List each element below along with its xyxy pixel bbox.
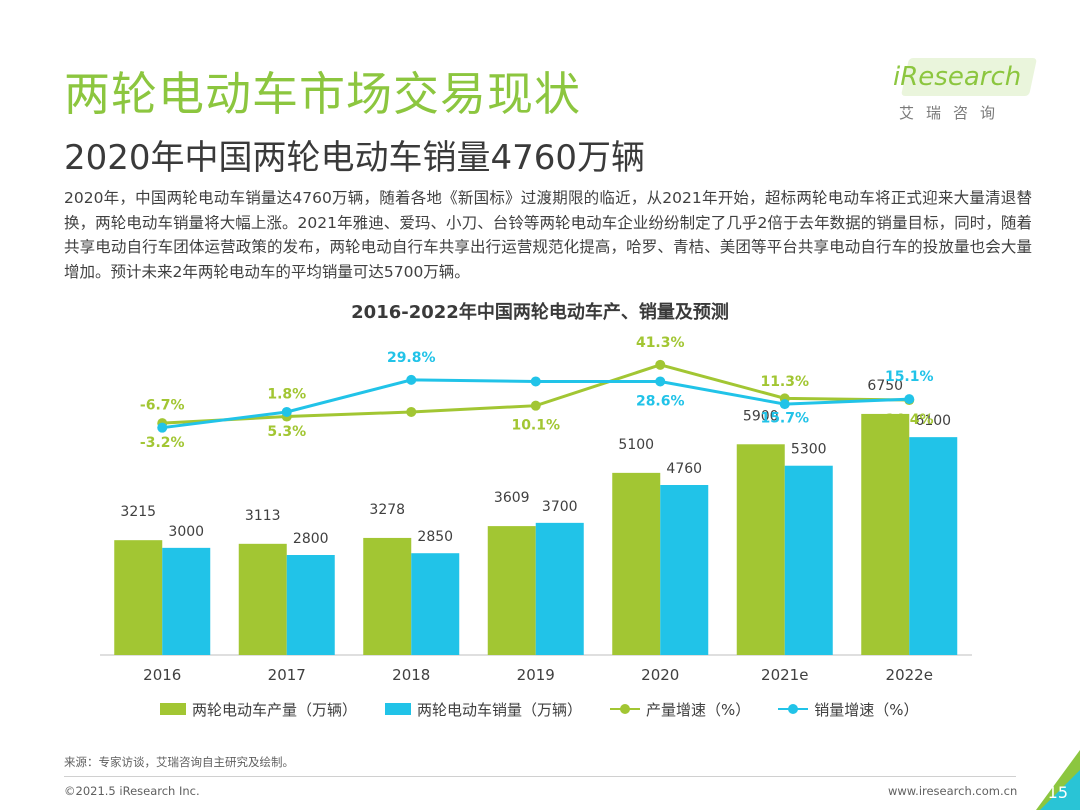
growth-label-1: -3.2% — [140, 435, 185, 451]
legend-swatch-sales-growth — [778, 703, 809, 715]
bar-label-production-2018: 3278 — [369, 502, 405, 518]
sales-growth-point-2018 — [406, 374, 417, 385]
legend-label-production: 两轮电动车产量（万辆） — [192, 700, 358, 719]
sales-growth-point-2016 — [157, 422, 168, 433]
sales-growth-point-2022e — [904, 394, 915, 405]
iresearch-logo: iResearch 艾瑞咨询 — [893, 58, 1038, 124]
bar-label-production-2021e: 5900 — [743, 408, 779, 424]
legend-item-sales: 两轮电动车销量（万辆） — [385, 699, 582, 720]
chart-legend: 两轮电动车产量（万辆） 两轮电动车销量（万辆） 产量增速（%） 销量增速（%） — [160, 698, 960, 720]
footer-divider — [64, 776, 1016, 777]
legend-label-sales-growth: 销量增速（%） — [814, 700, 919, 719]
bar-sales-2017 — [286, 555, 335, 655]
bar-production-2021e — [736, 444, 785, 655]
bar-sales-2018 — [411, 553, 460, 655]
bar-label-sales-2019: 3700 — [542, 499, 578, 515]
bar-label-production-2020: 5100 — [618, 437, 654, 453]
bar-label-production-2016: 3215 — [120, 504, 156, 520]
sales-growth-point-2021e — [779, 399, 790, 410]
legend-label-sales: 两轮电动车销量（万辆） — [417, 700, 583, 719]
x-tick-2017: 2017 — [268, 666, 306, 684]
bar-production-2016 — [114, 540, 163, 655]
growth-label-10: 15.1% — [885, 369, 934, 385]
growth-label-5: 10.1% — [511, 418, 560, 434]
bar-production-2022e — [861, 413, 910, 655]
logo-subtitle: 艾瑞咨询 — [899, 104, 1008, 122]
bar-sales-2022e — [909, 437, 958, 655]
bar-label-production-2017: 3113 — [245, 508, 281, 524]
production-growth-point-2019 — [530, 400, 541, 411]
bar-production-2020 — [612, 472, 661, 655]
legend-item-production-growth: 产量增速（%） — [610, 699, 750, 720]
bar-label-sales-2018: 2850 — [417, 529, 453, 545]
x-tick-2019: 2019 — [517, 666, 555, 684]
growth-label-9: 15.7% — [760, 410, 809, 426]
page-number: 15 — [1047, 783, 1068, 802]
legend-swatch-production-growth — [610, 703, 641, 715]
sales-growth-point-2019 — [530, 376, 541, 387]
production-growth-point-2020 — [655, 359, 666, 370]
bar-sales-2020 — [660, 485, 709, 655]
bar-sales-2021e — [784, 465, 833, 655]
bar-production-2017 — [238, 543, 287, 655]
copyright: ©2021.5 iResearch Inc. — [64, 784, 200, 798]
bar-label-sales-2022e: 6100 — [915, 413, 951, 429]
legend-item-sales-growth: 销量增速（%） — [778, 699, 919, 720]
bar-label-sales-2021e: 5300 — [791, 442, 827, 458]
sales-growth-point-2017 — [281, 406, 292, 417]
description-paragraph: 2020年，中国两轮电动车销量达4760万辆，随着各地《新国标》过渡期限的临近，… — [64, 189, 1032, 281]
legend-item-production: 两轮电动车产量（万辆） — [160, 699, 357, 720]
bar-production-2019 — [487, 526, 536, 655]
growth-label-3: 5.3% — [267, 424, 306, 440]
page-title: 两轮电动车市场交易现状 — [64, 67, 581, 121]
bar-label-sales-2016: 3000 — [168, 524, 204, 540]
page-subtitle: 2020年中国两轮电动车销量4760万辆 — [64, 138, 646, 178]
source-note: 来源：专家访谈，艾瑞咨询自主研究及绘制。 — [64, 755, 294, 769]
growth-label-4: 29.8% — [387, 350, 436, 366]
bar-production-2018 — [363, 537, 412, 655]
bar-sales-2019 — [535, 522, 584, 655]
website-link[interactable]: www.iresearch.com.cn — [888, 784, 1018, 798]
legend-swatch-production — [160, 703, 186, 715]
x-tick-2018: 2018 — [392, 666, 430, 684]
bar-label-production-2022e: 6750 — [867, 378, 903, 394]
x-tick-2020: 2020 — [641, 666, 679, 684]
growth-label-2: 1.8% — [267, 387, 306, 403]
growth-label-8: 11.3% — [760, 374, 809, 390]
bar-sales-2016 — [162, 547, 211, 655]
sales-growth-point-2020 — [655, 376, 666, 387]
chart-title: 2016-2022年中国两轮电动车产、销量及预测 — [351, 302, 729, 323]
legend-label-production-growth: 产量增速（%） — [646, 700, 751, 719]
growth-label-6: 41.3% — [636, 335, 685, 351]
growth-label-0: -6.7% — [140, 398, 185, 414]
logo-name: iResearch — [893, 62, 1022, 92]
x-tick-2016: 2016 — [143, 666, 181, 684]
growth-label-11: 14.4% — [885, 412, 934, 428]
bar-label-production-2019: 3609 — [494, 490, 530, 506]
x-tick-2022e: 2022e — [886, 666, 933, 684]
bar-label-sales-2020: 4760 — [666, 461, 702, 477]
x-tick-2021e: 2021e — [761, 666, 808, 684]
bar-label-sales-2017: 2800 — [293, 531, 329, 547]
growth-label-7: 28.6% — [636, 393, 685, 409]
legend-swatch-sales — [385, 703, 412, 715]
production-growth-point-2018 — [406, 406, 417, 417]
corner-decoration-teal — [1040, 770, 1080, 810]
